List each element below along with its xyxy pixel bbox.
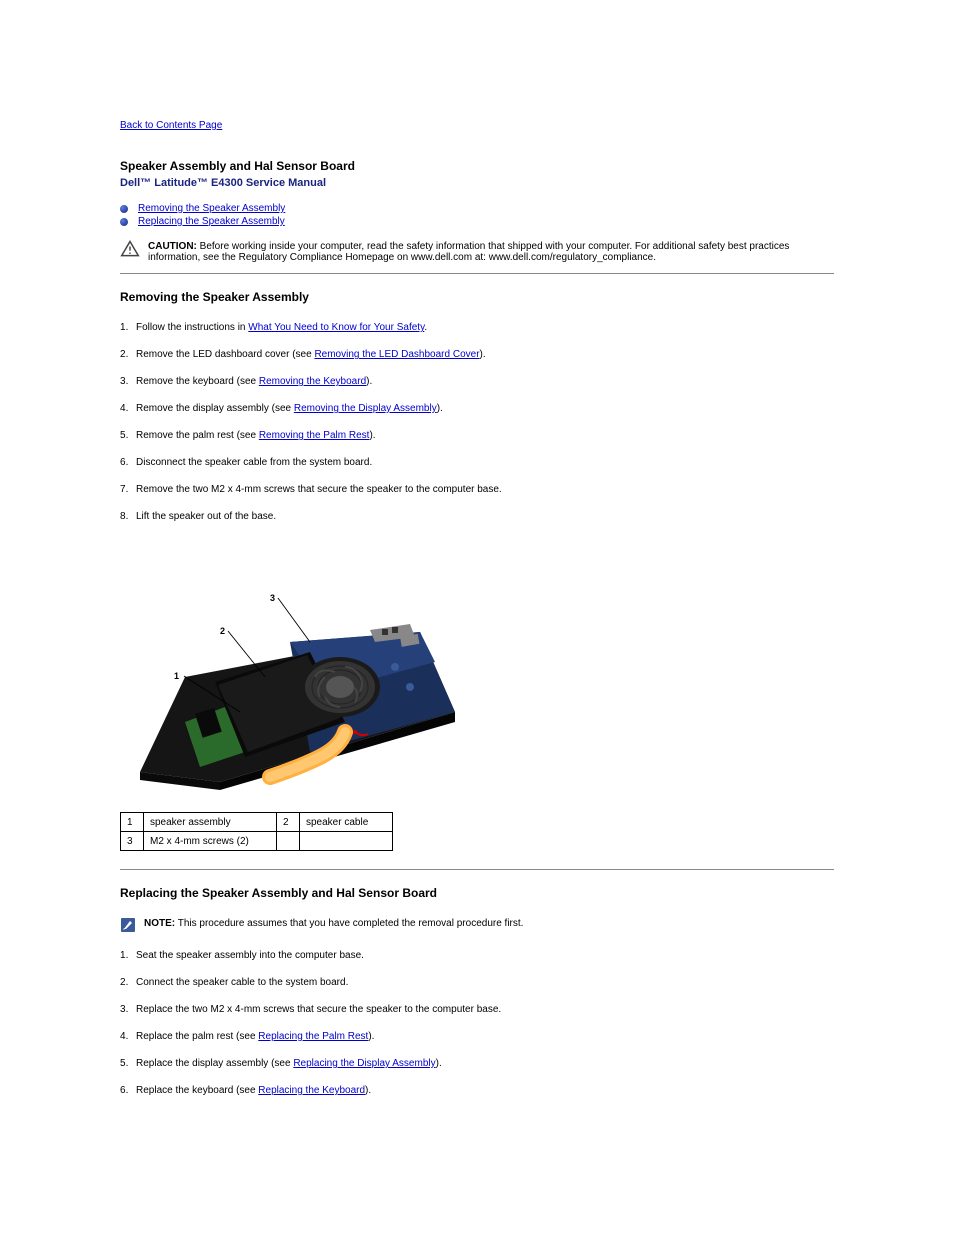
note-text: NOTE: This procedure assumes that you ha… xyxy=(144,918,523,929)
step: Follow the instructions in What You Need… xyxy=(120,322,834,333)
legend-num: 1 xyxy=(121,813,144,832)
step: Seat the speaker assembly into the compu… xyxy=(120,950,834,961)
note-icon xyxy=(120,917,136,936)
note-body: This procedure assumes that you have com… xyxy=(175,918,523,929)
note-block: NOTE: This procedure assumes that you ha… xyxy=(120,918,834,936)
table-row: 1 speaker assembly 2 speaker cable xyxy=(121,813,393,832)
table-row: 3 M2 x 4-mm screws (2) xyxy=(121,832,393,851)
toc-item: Removing the Speaker Assembly xyxy=(120,203,834,214)
step: Replace the two M2 x 4-mm screws that se… xyxy=(120,1004,834,1015)
link-safety[interactable]: What You Need to Know for Your Safety xyxy=(248,322,424,333)
step: Remove the LED dashboard cover (see Remo… xyxy=(120,349,834,360)
callout-1: 1 xyxy=(174,671,179,681)
caution-block: CAUTION: Before working inside your comp… xyxy=(120,241,834,263)
link-display-replace[interactable]: Replacing the Display Assembly xyxy=(293,1058,435,1069)
legend-num: 3 xyxy=(121,832,144,851)
manual-title: Dell™ Latitude™ E4300 Service Manual xyxy=(120,177,834,189)
page-title: Speaker Assembly and Hal Sensor Board xyxy=(120,159,834,173)
callout-3: 3 xyxy=(270,593,275,603)
legend-label xyxy=(300,832,393,851)
step: Replace the display assembly (see Replac… xyxy=(120,1058,834,1069)
link-keyboard-replace[interactable]: Replacing the Keyboard xyxy=(258,1085,365,1096)
link-palmrest-replace[interactable]: Replacing the Palm Rest xyxy=(258,1031,368,1042)
legend-num: 2 xyxy=(277,813,300,832)
legend-label: speaker cable xyxy=(300,813,393,832)
step: Connect the speaker cable to the system … xyxy=(120,977,834,988)
step: Lift the speaker out of the base. xyxy=(120,511,834,522)
caution-label: CAUTION: xyxy=(148,241,197,252)
callout-2: 2 xyxy=(220,626,225,636)
legend-table: 1 speaker assembly 2 speaker cable 3 M2 … xyxy=(120,812,393,851)
step: Remove the two M2 x 4-mm screws that sec… xyxy=(120,484,834,495)
subheading-remove: Removing the Speaker Assembly xyxy=(120,290,834,304)
legend-num xyxy=(277,832,300,851)
caution-text: CAUTION: Before working inside your comp… xyxy=(148,241,834,263)
toc-item: Replacing the Speaker Assembly xyxy=(120,216,834,227)
procedure-replace: Seat the speaker assembly into the compu… xyxy=(120,950,834,1096)
link-display-remove[interactable]: Removing the Display Assembly xyxy=(294,403,437,414)
figure: 1 2 3 xyxy=(120,582,834,792)
step: Replace the palm rest (see Replacing the… xyxy=(120,1031,834,1042)
back-to-contents-link[interactable]: Back to Contents Page xyxy=(120,120,222,131)
legend-label: speaker assembly xyxy=(144,813,277,832)
subheading-replace: Replacing the Speaker Assembly and Hal S… xyxy=(120,886,834,900)
link-keyboard-remove[interactable]: Removing the Keyboard xyxy=(259,376,366,387)
toc-link-replace[interactable]: Replacing the Speaker Assembly xyxy=(138,216,285,227)
link-led-cover[interactable]: Removing the LED Dashboard Cover xyxy=(314,349,479,360)
step: Disconnect the speaker cable from the sy… xyxy=(120,457,834,468)
caution-body: Before working inside your computer, rea… xyxy=(148,241,789,263)
step: Remove the palm rest (see Removing the P… xyxy=(120,430,834,441)
step: Remove the display assembly (see Removin… xyxy=(120,403,834,414)
step: Remove the keyboard (see Removing the Ke… xyxy=(120,376,834,387)
note-label: NOTE: xyxy=(144,918,175,929)
caution-icon xyxy=(120,239,140,262)
link-palmrest-remove[interactable]: Removing the Palm Rest xyxy=(259,430,370,441)
procedure-remove: Follow the instructions in What You Need… xyxy=(120,322,834,522)
toc-link-remove[interactable]: Removing the Speaker Assembly xyxy=(138,203,285,214)
step: Replace the keyboard (see Replacing the … xyxy=(120,1085,834,1096)
legend-label: M2 x 4-mm screws (2) xyxy=(144,832,277,851)
